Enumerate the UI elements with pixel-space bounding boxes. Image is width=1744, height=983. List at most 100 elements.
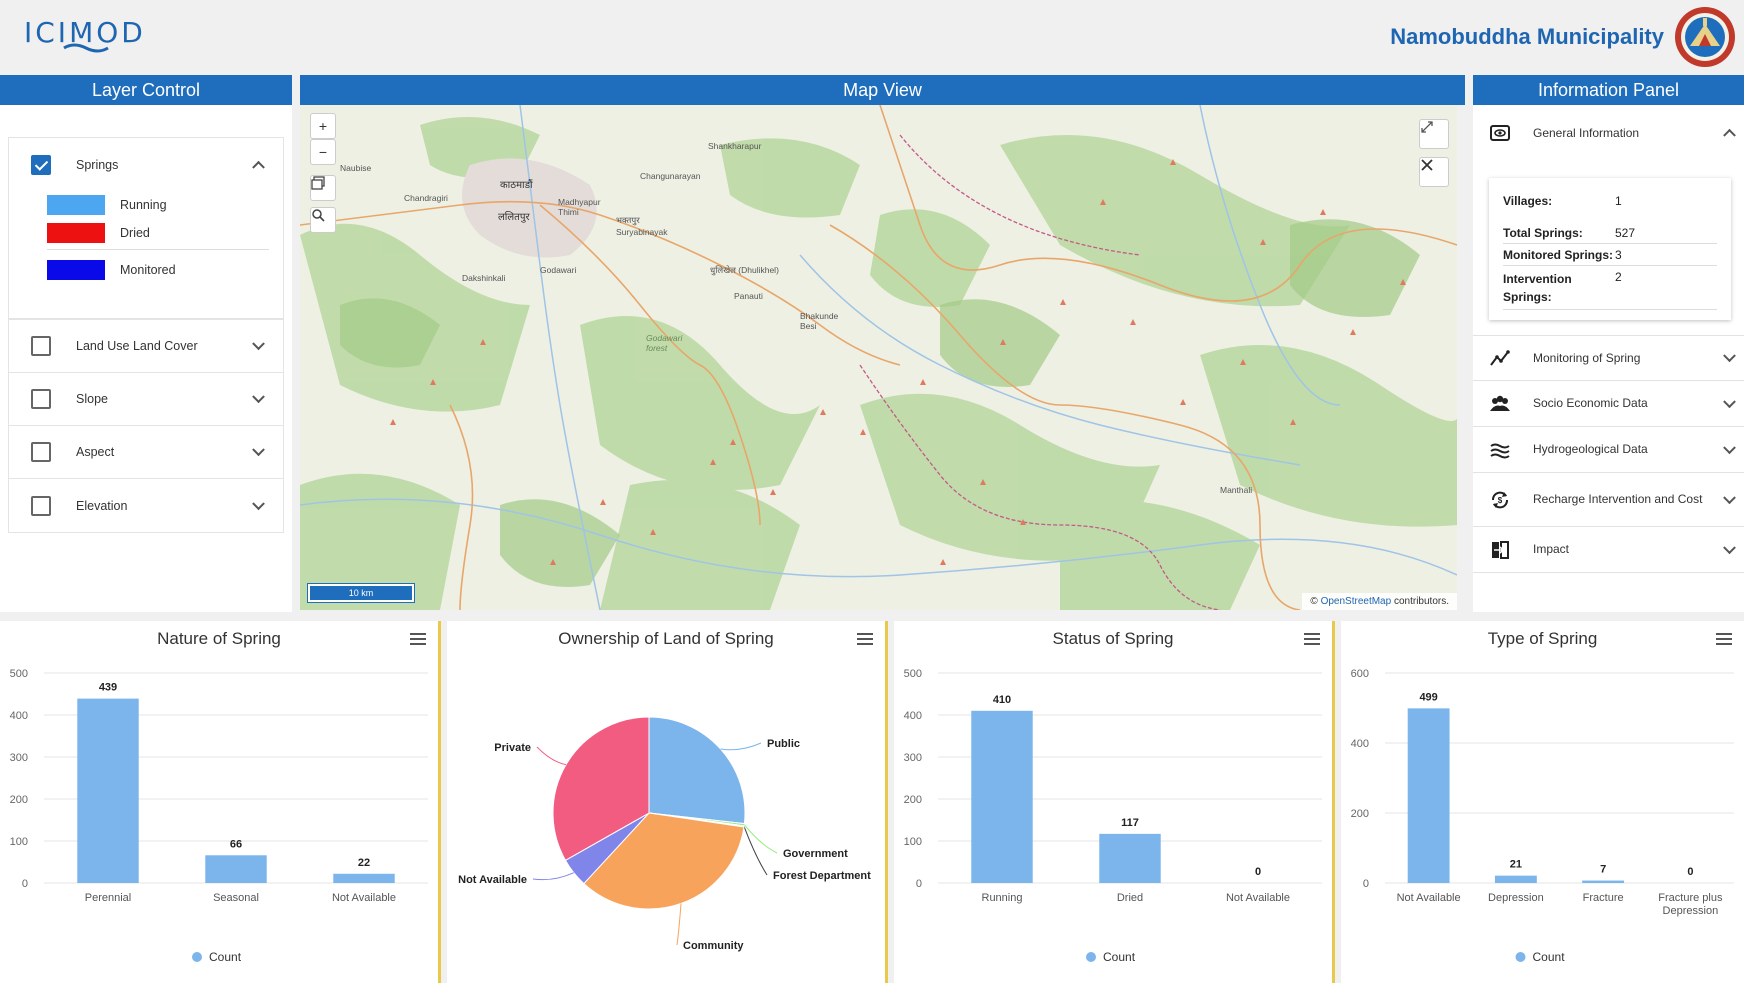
data-label: 0 bbox=[1687, 866, 1693, 878]
slice-label: Community bbox=[683, 940, 744, 952]
kv-intervention-springs: Intervention Springs: 2 bbox=[1503, 266, 1717, 310]
legend-label-running: Running bbox=[120, 198, 167, 212]
legend-marker bbox=[192, 952, 202, 962]
map-label-shankharapur: Shankharapur bbox=[708, 141, 762, 151]
kv-key: Intervention Springs: bbox=[1503, 272, 1572, 304]
chart-menu-icon[interactable] bbox=[1716, 633, 1732, 645]
openstreetmap-link[interactable]: OpenStreetMap bbox=[1320, 596, 1392, 607]
nature-of-spring-chart: Nature of Spring 0 100 200 300 400 500 439 Pere… bbox=[0, 621, 438, 983]
layer-control-header: Layer Control bbox=[0, 75, 292, 105]
chart-menu-icon[interactable] bbox=[1304, 633, 1320, 645]
map-basemap bbox=[300, 105, 1457, 610]
map-label-bhaktapur: भक्तपुर bbox=[616, 215, 640, 225]
y-tick-label: 600 bbox=[1351, 668, 1369, 680]
pie-chart-svg: Public Government Forest Department Communi… bbox=[458, 716, 871, 952]
chart-menu-icon[interactable] bbox=[410, 633, 426, 645]
chart-title: Status of Spring bbox=[1052, 629, 1174, 648]
map-label-chandragiri: Chandragiri bbox=[404, 193, 448, 203]
bar bbox=[1582, 880, 1625, 883]
chevron-down-icon[interactable] bbox=[252, 337, 265, 351]
general-information-card: Villages: 1 Total Springs: 527 Monitored… bbox=[1489, 178, 1731, 320]
search-icon[interactable] bbox=[310, 207, 336, 233]
data-label: 499 bbox=[1419, 691, 1437, 703]
socio-economic-data-label: Socio Economic Data bbox=[1533, 396, 1648, 410]
logo-wave-icon bbox=[63, 43, 109, 53]
fullscreen-icon[interactable] bbox=[1419, 119, 1449, 149]
socio-economic-data-row[interactable]: Socio Economic Data bbox=[1473, 381, 1744, 427]
hydrogeological-data-row[interactable]: Hydrogeological Data bbox=[1473, 427, 1744, 473]
bar bbox=[1494, 875, 1537, 883]
general-information-row[interactable]: General Information bbox=[1473, 105, 1744, 161]
legend-label: Count bbox=[209, 950, 242, 964]
legend-label: Count bbox=[1103, 950, 1136, 964]
springs-checkbox[interactable] bbox=[31, 154, 51, 175]
y-tick-label: 100 bbox=[10, 836, 28, 848]
layer-row-land-use[interactable]: Land Use Land Cover bbox=[9, 320, 283, 373]
land-use-checkbox[interactable] bbox=[31, 336, 51, 356]
layer-row-elevation[interactable]: Elevation bbox=[9, 479, 283, 532]
slice-label: Forest Department bbox=[773, 870, 871, 882]
map-view-header: Map View bbox=[300, 75, 1465, 105]
monitoring-of-spring-label: Monitoring of Spring bbox=[1533, 350, 1641, 365]
x-tick-label: Depression bbox=[1488, 892, 1544, 904]
chevron-down-icon[interactable] bbox=[252, 443, 265, 457]
recharge-intervention-row[interactable]: $ Recharge Intervention and Cost bbox=[1473, 473, 1744, 527]
data-label: 7 bbox=[1600, 864, 1606, 876]
x-tick-label: Perennial bbox=[85, 892, 131, 904]
zoom-out-button[interactable]: − bbox=[310, 139, 336, 165]
map-label-panauti: Panauti bbox=[734, 291, 763, 301]
elevation-checkbox[interactable] bbox=[31, 495, 51, 516]
close-icon[interactable] bbox=[1419, 157, 1449, 187]
map-label-bhakunde: Bhakunde Besi bbox=[800, 311, 839, 331]
map-label-godawari-forest: Godawari forest bbox=[646, 333, 683, 353]
x-tick-label: Running bbox=[982, 892, 1023, 904]
recharge-intervention-label: Recharge Intervention and Cost bbox=[1533, 492, 1703, 506]
springs-layer-row[interactable]: Springs bbox=[9, 138, 283, 191]
layer-row-aspect[interactable]: Aspect bbox=[9, 426, 283, 479]
y-tick-label: 200 bbox=[10, 794, 28, 806]
aspect-checkbox[interactable] bbox=[31, 442, 51, 462]
chart-title: Nature of Spring bbox=[157, 629, 281, 648]
app-header: ICIMOD Namobuddha Municipality bbox=[0, 0, 1744, 75]
map-label-kathmandu: काठमाडौं bbox=[500, 180, 533, 191]
connector-line bbox=[743, 826, 768, 876]
panel-divider bbox=[885, 621, 888, 983]
y-tick-label: 300 bbox=[904, 752, 922, 764]
layer-control-panel: Springs Running Dried Monitored Land Use… bbox=[0, 105, 292, 612]
pie-slice bbox=[648, 716, 746, 825]
bar bbox=[77, 698, 139, 883]
bar-chart-svg: 0 100 200 300 400 500 410 Running 117 Dried 0 Not A… bbox=[904, 668, 1322, 964]
chart-title: Ownership of Land of Spring bbox=[558, 629, 774, 648]
springs-layer-label: Springs bbox=[76, 157, 119, 172]
bar-chart-svg: 0 100 200 300 400 500 439 Perennial 66 Seasonal 22… bbox=[10, 668, 428, 964]
kv-key: Total Springs: bbox=[1503, 226, 1583, 240]
map-scale-bar: 10 km bbox=[307, 583, 415, 603]
chevron-down-icon[interactable] bbox=[252, 496, 265, 510]
map-canvas[interactable]: Naubise Chandragiri काठमाडौं ललितपुर Mad… bbox=[300, 105, 1457, 610]
legend-item-running: Running bbox=[9, 191, 283, 219]
y-tick-label: 200 bbox=[1351, 808, 1369, 820]
zoom-in-button[interactable]: + bbox=[310, 113, 336, 139]
impact-row[interactable]: Impact bbox=[1473, 527, 1744, 573]
kv-value: 2 bbox=[1615, 270, 1622, 284]
map-label-dhulikhel: धुलिखेल (Dhulikhel) bbox=[710, 265, 779, 275]
y-tick-label: 500 bbox=[10, 668, 28, 680]
bar bbox=[1099, 833, 1161, 883]
other-layers-group: Land Use Land Cover Slope Aspect Elevati… bbox=[8, 319, 284, 533]
status-of-spring-chart: Status of Spring 0 100 200 300 400 500 410 Runn… bbox=[894, 621, 1332, 983]
legend-marker bbox=[1515, 952, 1526, 962]
kv-value: 3 bbox=[1615, 248, 1622, 262]
kv-key: Monitored Springs: bbox=[1503, 248, 1613, 262]
monitoring-of-spring-row[interactable]: Monitoring of Spring bbox=[1473, 335, 1744, 381]
chevron-up-icon[interactable] bbox=[252, 160, 265, 174]
legend-label: Count bbox=[1533, 950, 1566, 964]
slope-checkbox[interactable] bbox=[31, 389, 51, 409]
chart-menu-icon[interactable] bbox=[857, 633, 873, 645]
icimod-logo: ICIMOD bbox=[24, 16, 146, 49]
y-tick-label: 400 bbox=[1351, 738, 1369, 750]
kv-total-springs: Total Springs: 527 bbox=[1503, 222, 1717, 244]
information-panel: General Information Villages: 1 Total Sp… bbox=[1473, 105, 1744, 612]
basemap-gallery-icon[interactable] bbox=[310, 175, 336, 201]
chevron-down-icon[interactable] bbox=[252, 390, 265, 404]
layer-row-slope[interactable]: Slope bbox=[9, 373, 283, 426]
